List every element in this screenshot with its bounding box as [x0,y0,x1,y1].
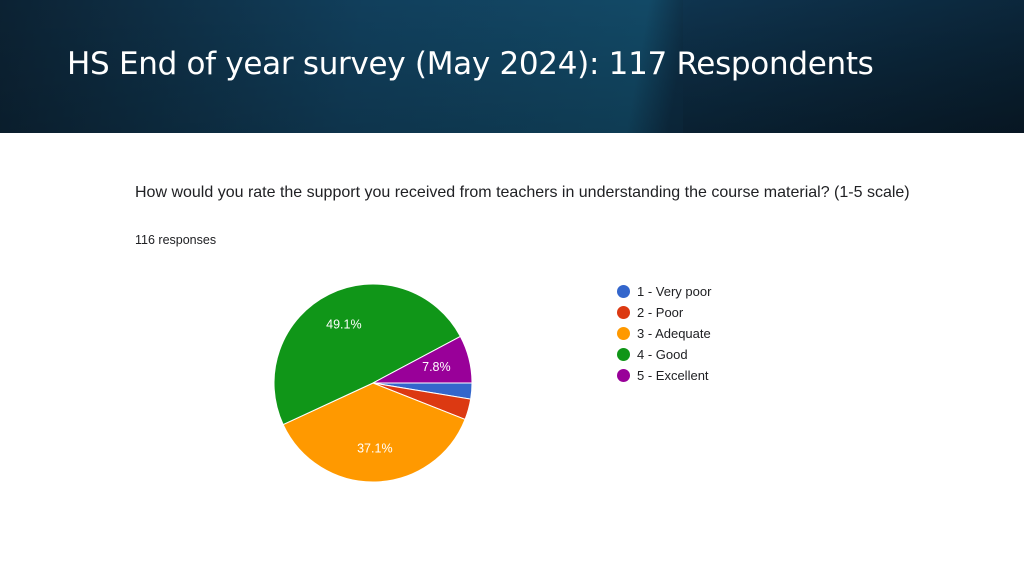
response-count: 116 responses [135,233,217,247]
legend-item-5[interactable]: 5 - Excellent [617,365,711,386]
legend-item-4[interactable]: 4 - Good [617,344,711,365]
legend-item-2[interactable]: 2 - Poor [617,302,711,323]
legend-swatch-icon [617,327,630,340]
pie-slice-3 [282,382,466,483]
survey-question: How would you rate the support you recei… [135,184,910,201]
legend-swatch-icon [617,306,630,319]
banner-accent-panel [683,0,1024,133]
pie-slice-5 [372,335,473,384]
legend-item-3[interactable]: 3 - Adequate [617,323,711,344]
legend-item-1[interactable]: 1 - Very poor [617,281,711,302]
slide-title: HS End of year survey (May 2024): 117 Re… [67,46,874,82]
title-banner: HS End of year survey (May 2024): 117 Re… [0,0,1024,133]
chart-legend: 1 - Very poor 2 - Poor 3 - Adequate 4 - Goo… [617,281,711,386]
legend-label: 1 - Very poor [637,284,712,299]
legend-swatch-icon [617,285,630,298]
legend-swatch-icon [617,348,630,361]
legend-label: 4 - Good [637,347,688,362]
slice-label-3: 37.1% [357,441,392,455]
legend-label: 2 - Poor [637,305,684,320]
legend-label: 3 - Adequate [637,326,711,341]
legend-swatch-icon [617,369,630,382]
banner-shade [0,0,1024,133]
pie-slice-4 [273,283,462,426]
slice-label-4: 49.1% [326,318,361,332]
pie-chart: 37.1% 49.1% 7.8% [273,283,473,483]
slice-label-5: 7.8% [422,360,451,374]
legend-label: 5 - Excellent [637,368,709,383]
